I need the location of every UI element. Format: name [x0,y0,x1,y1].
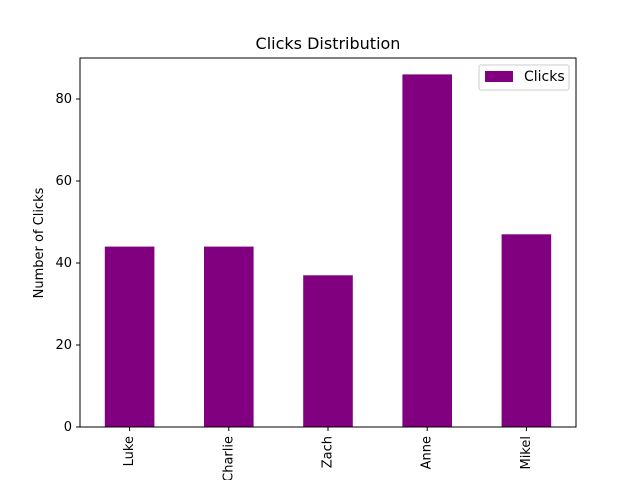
y-tick-label: 40 [55,256,72,271]
y-axis-ticks: 0 20 40 60 80 [55,92,80,435]
x-axis-ticks: Luke Charlie Zach Anne Mikel [122,427,534,480]
y-axis-label: Number of Clicks [32,187,47,298]
legend-label: Clicks [524,69,565,85]
bar-anne [402,74,452,428]
x-tick-label: Charlie [221,436,236,480]
x-tick-label: Anne [420,436,435,469]
bar-mikel [501,234,552,427]
bar-luke [104,246,155,427]
y-tick-label: 80 [55,92,72,107]
bar-charlie [204,246,254,427]
x-tick-label: Luke [122,436,137,466]
y-tick-label: 60 [55,174,72,189]
bars-layer [104,74,552,428]
legend: Clicks [478,64,570,91]
y-tick-label: 20 [55,338,72,353]
x-tick-label: Zach [321,436,336,468]
y-tick-label: 0 [64,420,72,435]
chart-title: Clicks Distribution [256,34,401,53]
x-tick-label: Mikel [519,436,534,470]
plot-frame [79,57,577,428]
bar-zach [303,275,353,427]
legend-swatch [485,71,513,82]
